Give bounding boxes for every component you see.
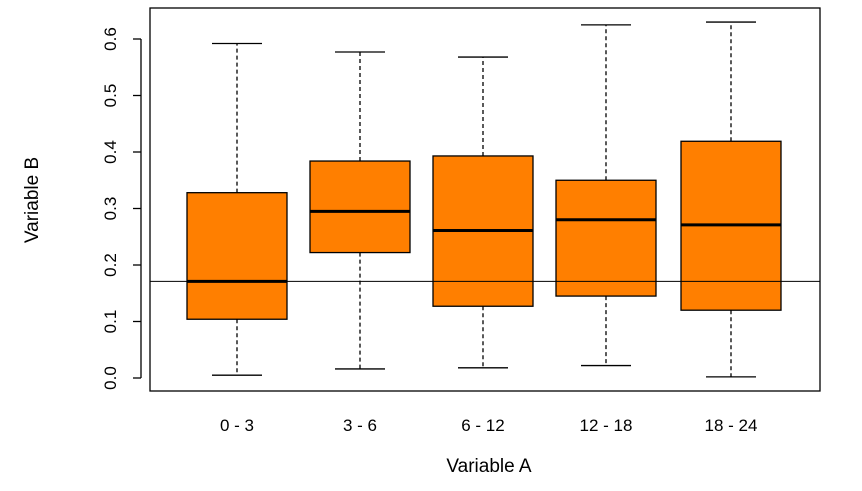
interquartile-box: [555, 179, 657, 297]
x-tick-label: 0 - 3: [220, 416, 254, 435]
y-tick-label: 0.0: [101, 366, 120, 390]
plot-frame: [149, 7, 821, 392]
y-tick-label: 0.6: [101, 27, 120, 51]
x-tick-label: 6 - 12: [461, 416, 504, 435]
x-axis-title: Variable A: [446, 456, 532, 477]
y-axis-title: Variable B: [22, 157, 43, 243]
box-0: [186, 42, 288, 376]
y-tick-label: 0.2: [101, 253, 120, 277]
y-tick-label: 0.1: [101, 310, 120, 334]
x-tick-label: 18 - 24: [705, 416, 758, 435]
x-tick-label: 12 - 18: [580, 416, 633, 435]
plot-marks: [150, 21, 820, 378]
x-axis: 0 - 3 3 - 6 6 - 12 12 - 18 18 - 24: [220, 416, 757, 435]
y-tick-label: 0.4: [101, 140, 120, 164]
x-tick-label: 3 - 6: [343, 416, 377, 435]
box-1: [309, 51, 411, 370]
box-3: [555, 24, 657, 367]
box-4: [680, 21, 782, 378]
box-2: [432, 56, 534, 369]
interquartile-box: [309, 160, 411, 254]
y-tick-label: 0.3: [101, 197, 120, 221]
interquartile-box: [186, 192, 288, 320]
y-tick-label: 0.5: [101, 84, 120, 108]
y-axis: 0.0 0.1 0.2 0.3 0.4 0.5 0.6: [101, 27, 142, 390]
